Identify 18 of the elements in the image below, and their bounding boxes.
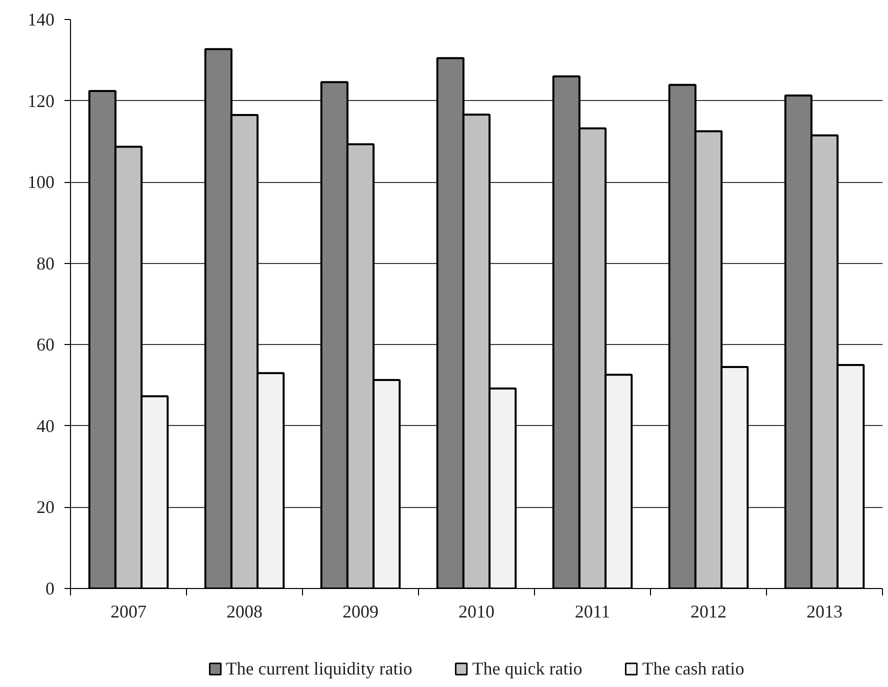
x-tick-label: 2011 [574,602,610,622]
x-tick-label: 2009 [342,602,378,622]
y-tick-label: 0 [46,578,54,598]
x-tick-label: 2007 [110,602,146,622]
y-tick-label: 100 [28,172,54,192]
x-tick-label: 2012 [690,602,726,622]
x-tick-label: 2008 [226,602,262,622]
y-tick-label: 80 [36,253,54,274]
legend-label: The quick ratio [472,658,582,679]
y-tick-label: 20 [36,497,54,518]
y-tick-label: 60 [36,334,54,355]
y-tick-label: 40 [36,416,54,436]
legend-label: The cash ratio [642,658,744,679]
legend-label: The current liquidity ratio [226,658,412,679]
x-tick-label: 2013 [806,602,842,622]
y-tick-label: 120 [28,90,54,111]
x-tick-label: 2010 [458,602,494,622]
y-tick-label: 140 [28,10,54,30]
